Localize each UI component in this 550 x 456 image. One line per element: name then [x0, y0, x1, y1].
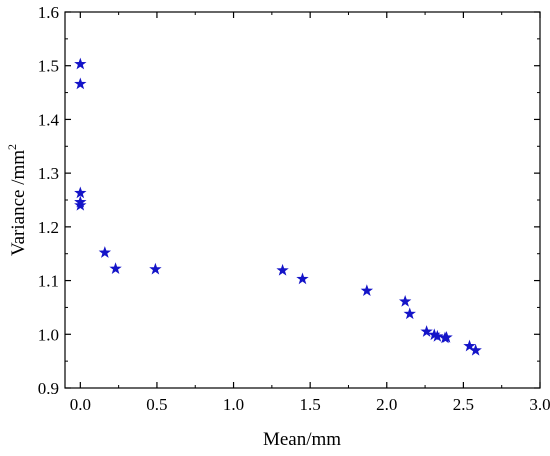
data-point-star — [404, 307, 416, 319]
x-tick-label: 1.5 — [300, 395, 321, 414]
x-tick-label: 0.5 — [146, 395, 167, 414]
y-tick-label: 1.0 — [38, 325, 59, 344]
x-tick-label: 1.0 — [223, 395, 244, 414]
y-axis-label-superscript: 2 — [5, 144, 19, 150]
y-axis-label: Variance /mm2 — [5, 144, 29, 256]
data-point-star — [361, 284, 373, 296]
plot-frame — [65, 12, 540, 388]
data-point-star — [99, 246, 111, 258]
y-tick-label: 1.4 — [38, 110, 60, 129]
x-tick-label: 0.0 — [70, 395, 91, 414]
data-point-star — [420, 325, 432, 337]
y-tick-label: 1.3 — [38, 164, 59, 183]
y-axis-label-text: Variance /mm — [8, 150, 29, 256]
x-tick-label: 3.0 — [529, 395, 550, 414]
data-point-star — [74, 58, 86, 70]
y-tick-label: 1.5 — [38, 57, 59, 76]
data-points — [74, 58, 482, 356]
data-point-star — [276, 264, 288, 276]
x-axis-label: Mean/mm — [263, 429, 341, 450]
x-tick-label: 2.0 — [376, 395, 397, 414]
data-point-star — [399, 295, 411, 307]
data-point-star — [74, 77, 86, 89]
data-point-star — [296, 272, 308, 284]
x-tick-label: 2.5 — [453, 395, 474, 414]
y-tick-label: 0.9 — [38, 379, 59, 398]
y-tick-label: 1.1 — [38, 272, 59, 291]
y-tick-label: 1.6 — [38, 3, 59, 22]
y-tick-label: 1.2 — [38, 218, 59, 237]
data-point-star — [149, 263, 161, 275]
data-point-star — [109, 262, 121, 274]
